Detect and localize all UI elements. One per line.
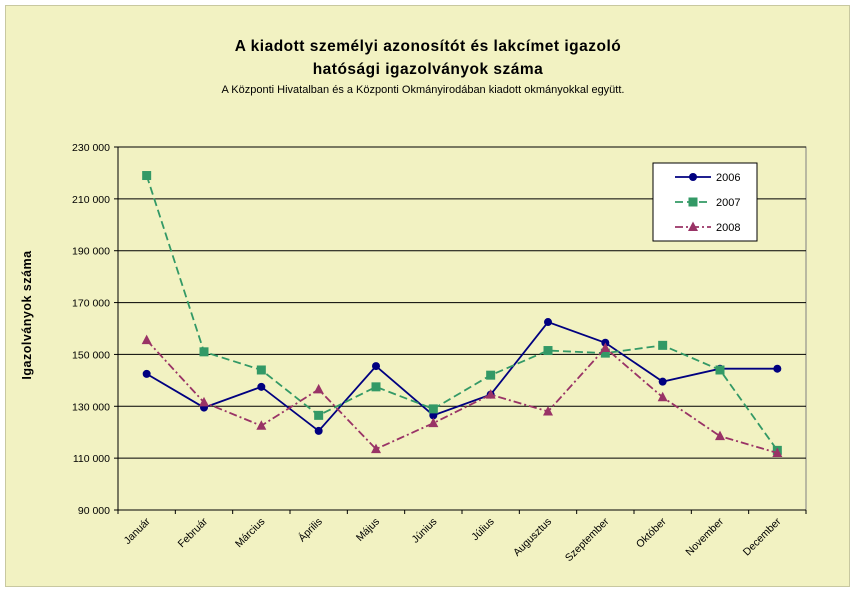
data-point-2006 xyxy=(314,426,323,435)
y-tick-label: 150 000 xyxy=(72,349,110,361)
data-point-2007 xyxy=(142,171,152,181)
data-point-2007 xyxy=(600,348,610,358)
series-line-2006 xyxy=(146,320,778,433)
series-line-2008 xyxy=(146,339,778,454)
data-point-2008 xyxy=(657,391,668,402)
y-tick-label: 90 000 xyxy=(78,505,110,517)
legend-label-2007: 2007 xyxy=(716,197,740,209)
chart-subtitle: A Központi Hivatalban és a Központi Okmá… xyxy=(221,84,625,96)
data-point-2006 xyxy=(372,362,380,371)
data-point-2007 xyxy=(486,370,496,380)
x-tick-label: Január xyxy=(122,515,154,547)
x-tick-label: Október xyxy=(634,515,669,550)
x-tick-label: Május xyxy=(354,516,382,544)
data-point-2008 xyxy=(256,420,267,430)
data-point-2006 xyxy=(257,382,266,391)
x-tick-label: Március xyxy=(233,516,267,550)
legend-label-2008: 2008 xyxy=(716,222,740,234)
chart-title-line2: hatósági igazolványok száma xyxy=(312,61,544,78)
y-tick-label: 210 000 xyxy=(72,194,110,206)
series-line-2007 xyxy=(145,175,779,451)
y-tick-label: 230 000 xyxy=(72,142,110,154)
data-point-2008 xyxy=(428,417,439,428)
data-point-2007 xyxy=(658,340,668,350)
data-point-2007 xyxy=(199,347,209,357)
data-point-2008 xyxy=(600,342,611,352)
data-point-2007 xyxy=(428,404,438,414)
data-point-2007 xyxy=(256,365,266,375)
y-tick-label: 110 000 xyxy=(73,453,110,465)
data-point-2006 xyxy=(142,369,151,378)
legend-label-2006: 2006 xyxy=(716,172,740,184)
x-tick-label: November xyxy=(683,515,726,558)
data-point-2006 xyxy=(544,318,552,327)
data-point-2006 xyxy=(658,377,667,386)
x-tick-label: Augusztus xyxy=(511,516,554,559)
y-axis-label: Igazolványok száma xyxy=(20,250,34,380)
x-tick-label: December xyxy=(741,515,784,558)
data-point-2008 xyxy=(371,443,381,454)
data-point-2006 xyxy=(773,364,782,373)
x-tick-label: Április xyxy=(295,515,324,544)
data-point-2008 xyxy=(543,405,553,416)
legend-marker-2007 xyxy=(688,197,698,207)
data-point-2008 xyxy=(485,389,496,399)
x-tick-label: Szeptember xyxy=(563,515,612,564)
data-point-2008 xyxy=(772,447,783,457)
y-tick-label: 170 000 xyxy=(72,298,110,310)
data-point-2008 xyxy=(715,430,725,441)
data-point-2007 xyxy=(314,410,324,420)
y-tick-label: 190 000 xyxy=(72,246,110,258)
chart-title-line1: A kiadott személyi azonosítót és lakcíme… xyxy=(234,38,622,55)
legend-marker-2006 xyxy=(689,173,697,181)
x-tick-label: Június xyxy=(410,516,440,546)
data-point-2007 xyxy=(371,382,381,392)
data-point-2008 xyxy=(141,334,152,345)
legend-marker-2008 xyxy=(688,221,698,231)
x-tick-label: Július xyxy=(469,516,496,543)
data-point-2008 xyxy=(313,383,324,394)
data-point-2007 xyxy=(715,365,725,375)
x-tick-label: Február xyxy=(176,515,211,550)
data-point-2008 xyxy=(199,396,209,407)
data-point-2007 xyxy=(543,346,553,356)
y-tick-label: 130 000 xyxy=(72,401,110,413)
